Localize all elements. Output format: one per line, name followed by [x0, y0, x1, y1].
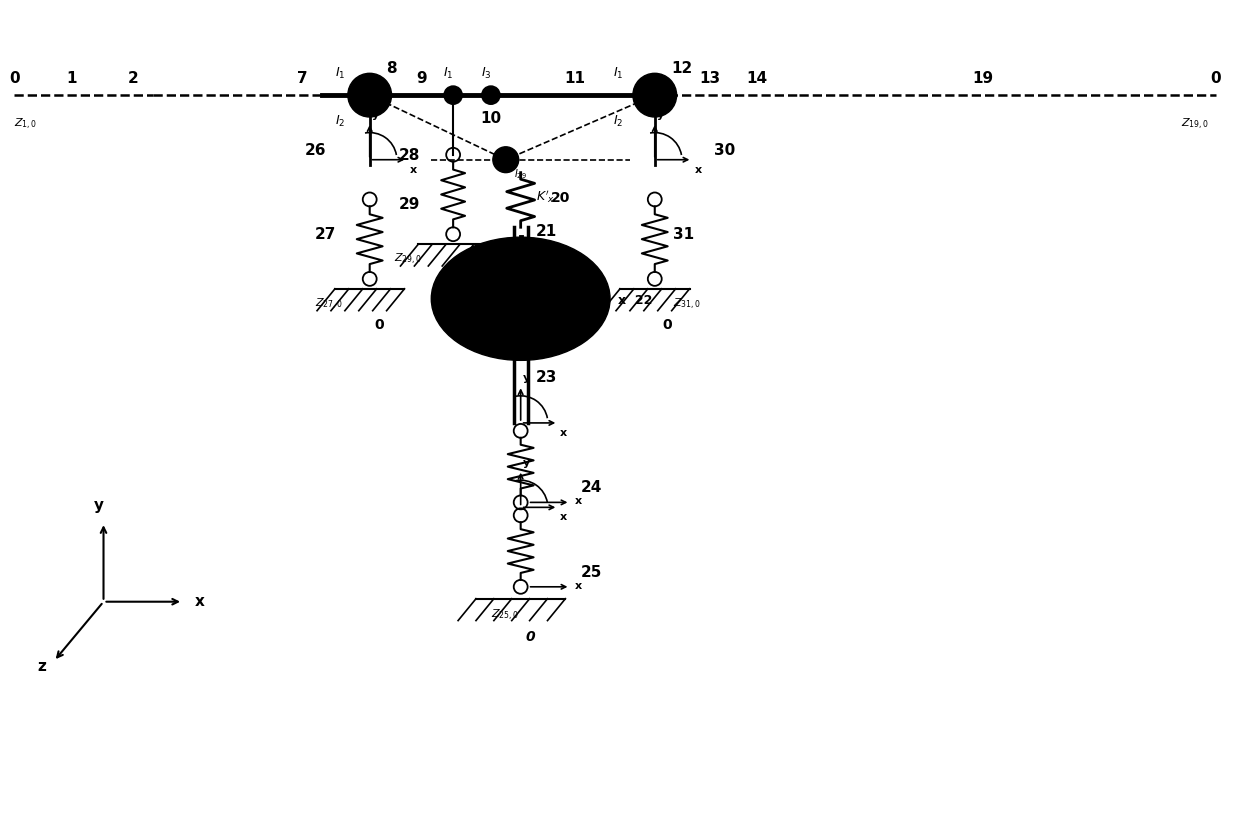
Text: $I_2$: $I_2$ — [335, 114, 345, 129]
Text: $I_3$: $I_3$ — [481, 67, 491, 81]
Ellipse shape — [432, 237, 610, 360]
Circle shape — [492, 146, 518, 173]
Text: 0: 0 — [458, 273, 467, 287]
Text: 28: 28 — [398, 147, 420, 163]
Text: $I_1$: $I_1$ — [335, 67, 345, 81]
Text: x: x — [575, 581, 583, 591]
Text: 26: 26 — [305, 142, 326, 158]
Text: y: y — [512, 244, 520, 254]
Text: 14: 14 — [746, 72, 768, 86]
Text: 11: 11 — [564, 72, 585, 86]
Text: 7: 7 — [296, 72, 308, 86]
Text: 13: 13 — [699, 72, 720, 86]
Text: $I_2$: $I_2$ — [613, 114, 624, 129]
Text: y: y — [523, 374, 529, 384]
Text: x: x — [575, 496, 583, 506]
Text: 10: 10 — [480, 111, 501, 126]
Text: 0: 0 — [1210, 72, 1221, 86]
Text: 0: 0 — [9, 72, 20, 86]
Text: 0: 0 — [662, 318, 672, 332]
Text: 9: 9 — [417, 72, 427, 86]
Text: $K'_x$: $K'_x$ — [536, 188, 554, 205]
Text: 25: 25 — [580, 565, 601, 580]
Circle shape — [482, 86, 500, 104]
Text: $Z_{19,0}$: $Z_{19,0}$ — [1182, 117, 1209, 132]
Text: 24: 24 — [580, 481, 601, 495]
Text: $Z_{1,0}$: $Z_{1,0}$ — [14, 117, 37, 132]
Text: $Z_{31,0}$: $Z_{31,0}$ — [672, 296, 701, 312]
Text: x: x — [551, 299, 558, 309]
Text: y: y — [93, 499, 104, 514]
Text: 31: 31 — [672, 227, 693, 242]
Text: 12: 12 — [672, 61, 693, 77]
Text: y: y — [372, 110, 379, 120]
Text: $Z_{27,0}$: $Z_{27,0}$ — [315, 296, 343, 312]
Text: 1: 1 — [67, 72, 77, 86]
Circle shape — [632, 73, 677, 117]
Text: z: z — [37, 659, 46, 674]
Text: x: x — [409, 165, 417, 174]
Text: 19: 19 — [972, 72, 993, 86]
Text: $I_1$: $I_1$ — [443, 67, 454, 81]
Text: x: x — [560, 512, 568, 523]
Text: $Z_{29,0}$: $Z_{29,0}$ — [393, 252, 422, 267]
Circle shape — [348, 73, 392, 117]
Text: 29: 29 — [398, 198, 420, 212]
Text: x: x — [195, 594, 205, 609]
Text: 27: 27 — [315, 227, 336, 242]
Text: x: x — [560, 428, 568, 438]
Text: $I_{29}$: $I_{29}$ — [513, 168, 527, 181]
Circle shape — [444, 86, 463, 104]
Text: y: y — [523, 458, 529, 467]
Text: 21: 21 — [536, 224, 557, 239]
Text: 0: 0 — [526, 630, 536, 644]
Text: 20: 20 — [551, 192, 570, 206]
Text: x: x — [694, 165, 702, 174]
Text: 30: 30 — [714, 142, 735, 158]
Text: x  22: x 22 — [618, 294, 652, 307]
Text: y: y — [657, 110, 663, 120]
Text: 2: 2 — [128, 72, 139, 86]
Text: $Z_{25,0}$: $Z_{25,0}$ — [491, 608, 520, 623]
Text: 23: 23 — [536, 370, 557, 384]
Text: 0: 0 — [374, 318, 384, 332]
Text: 8: 8 — [387, 61, 397, 77]
Text: $I_1$: $I_1$ — [613, 67, 624, 81]
